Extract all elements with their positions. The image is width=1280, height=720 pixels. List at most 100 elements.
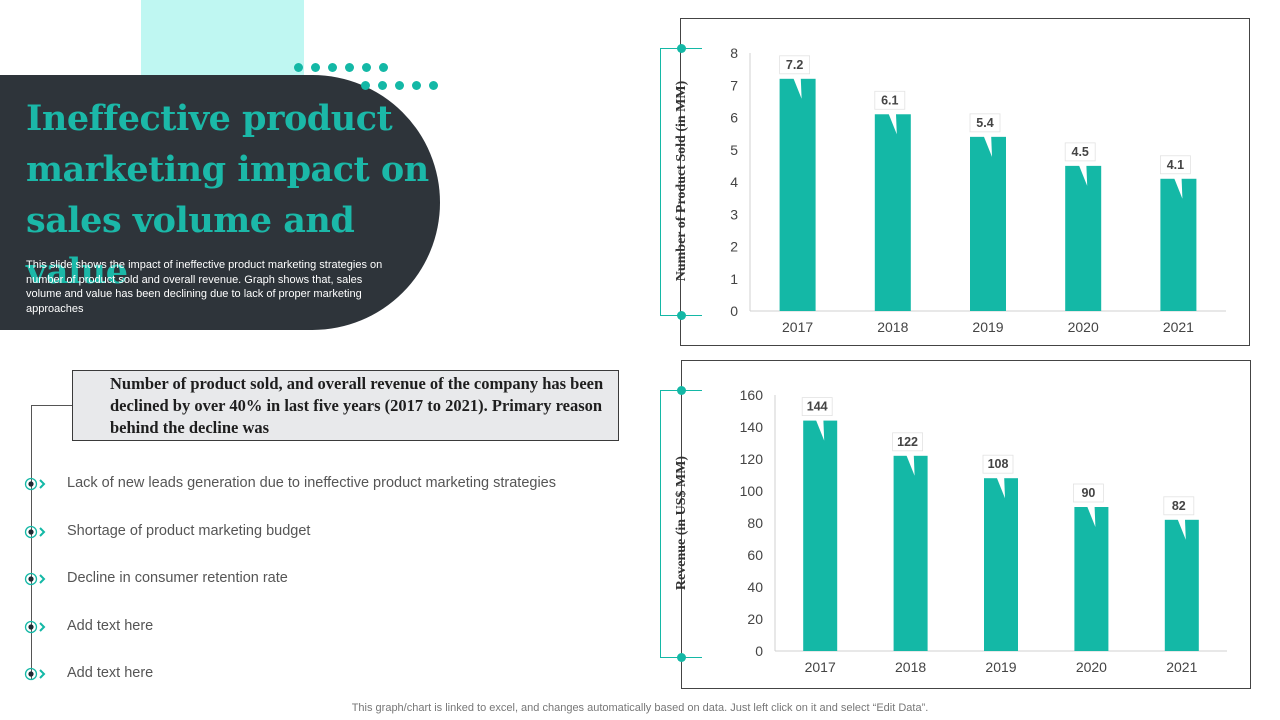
bar-2017 (803, 420, 838, 651)
bullet-arrow-icon (24, 667, 46, 681)
bar-2017 (779, 78, 816, 311)
list-item-label: Add text here (67, 665, 154, 681)
data-label: 108 (988, 457, 1009, 471)
x-tick-label: 2018 (877, 319, 908, 335)
y-tick-label: 160 (740, 387, 764, 403)
y-tick-label: 0 (755, 643, 763, 659)
y-tick-label: 0 (730, 303, 738, 319)
list-item-label: Lack of new leads generation due to inef… (67, 475, 556, 491)
data-label-box (779, 55, 810, 75)
data-label-box (1072, 483, 1104, 503)
connector-line-vertical (31, 405, 32, 680)
decorative-dot (379, 63, 388, 72)
bar-2019 (970, 136, 1006, 311)
list-item: Decline in consumer retention rate (24, 568, 624, 590)
y-tick-label: 4 (730, 174, 738, 190)
y-tick-label: 1 (730, 271, 738, 287)
x-tick-label: 2017 (805, 659, 836, 675)
decorative-dot (362, 63, 371, 72)
data-label-box (801, 397, 833, 416)
summary-callout: Number of product sold, and overall reve… (72, 370, 619, 441)
x-tick-label: 2020 (1076, 659, 1107, 675)
data-label: 4.5 (1072, 145, 1089, 159)
bar-2021 (1164, 519, 1199, 651)
chart-products-sold: 0 1 2 3 4 5 6 7 8 2017 7.2 2018 6.1 2019 5.4 2020 4.5 202… (680, 18, 1250, 346)
decorative-dot (429, 81, 438, 90)
chart-products-sold-svg: 0 1 2 3 4 5 6 7 8 2017 7.2 2018 6.1 2019 5.4 2020 4.5 202… (730, 45, 1226, 335)
list-item: Shortage of product marketing budget (24, 521, 624, 543)
bullet-arrow-icon (24, 572, 46, 586)
list-item-label: Decline in consumer retention rate (67, 570, 288, 586)
decorative-dot (328, 63, 337, 72)
data-label: 122 (897, 435, 918, 449)
frame-cap-dot (677, 653, 686, 662)
list-item: Lack of new leads generation due to inef… (24, 473, 624, 495)
y-axis-frame (660, 386, 702, 662)
x-tick-label: 2019 (985, 659, 1016, 675)
frame-cap-dot (677, 386, 686, 395)
chart-revenue: 0 20 40 60 80 100 120 140 160 2017 144 2018 122 2019 1… (681, 360, 1251, 689)
decorative-teal-block (141, 0, 304, 80)
list-item-label: Shortage of product marketing budget (67, 523, 311, 539)
y-tick-label: 3 (730, 206, 738, 222)
list-item: Add text here (24, 616, 624, 638)
data-label-box (969, 113, 1001, 133)
data-label-box (1159, 155, 1191, 175)
data-label: 5.4 (976, 116, 993, 130)
page-subtitle: This slide shows the impact of ineffecti… (26, 259, 383, 315)
frame-cap-dot (677, 44, 686, 53)
footer-note: This graph/chart is linked to excel, and… (351, 702, 929, 714)
decorative-dot (311, 63, 320, 72)
y-tick-label: 6 (730, 110, 738, 126)
data-label: 6.1 (881, 93, 898, 107)
y-axis-title: Revenue (in US$ MM) (674, 455, 689, 591)
data-label: 144 (807, 400, 828, 414)
data-label-box (892, 432, 924, 452)
decorative-dot (412, 81, 421, 90)
data-label-pointer (1077, 160, 1088, 186)
data-label-pointer (1175, 514, 1186, 540)
data-label-pointer (1172, 173, 1183, 199)
bullet-arrow-icon (24, 525, 46, 539)
y-tick-label: 8 (730, 45, 738, 61)
y-axis-frame (660, 44, 702, 320)
data-label-pointer (886, 109, 897, 135)
list-item-label: Add text here (67, 618, 154, 634)
y-tick-label: 60 (747, 547, 763, 563)
title-panel (0, 75, 440, 330)
data-label-pointer (1085, 502, 1096, 527)
bar-2021 (1160, 178, 1197, 311)
x-tick-label: 2018 (895, 659, 926, 675)
data-label: 90 (1081, 486, 1095, 500)
decorative-dot (345, 63, 354, 72)
page-title: Ineffective product marketing impact on … (26, 98, 429, 292)
data-label-pointer (995, 473, 1005, 499)
frame-cap-dot (677, 311, 686, 320)
bullet-arrow-icon (24, 620, 46, 634)
bar-2018 (893, 455, 928, 651)
chart-revenue-svg: 0 20 40 60 80 100 120 140 160 2017 144 2018 122 2019 1… (740, 387, 1227, 675)
y-tick-label: 5 (730, 142, 738, 158)
x-tick-label: 2021 (1163, 319, 1194, 335)
y-tick-label: 120 (740, 451, 764, 467)
y-axis-title: Number of Product Sold (in MM) (674, 80, 689, 282)
y-tick-label: 2 (730, 239, 738, 255)
x-tick-label: 2020 (1068, 319, 1099, 335)
data-label-box (1163, 496, 1195, 516)
bullet-arrow-icon (24, 477, 46, 491)
data-label: 4.1 (1167, 158, 1184, 172)
decorative-dot (294, 63, 303, 72)
y-tick-label: 100 (740, 483, 764, 499)
bar-2018 (874, 114, 911, 312)
data-label-pointer (982, 131, 992, 157)
y-tick-label: 20 (747, 611, 763, 627)
data-label: 7.2 (786, 58, 803, 72)
decorative-dot (395, 81, 404, 90)
data-label: 82 (1172, 499, 1186, 513)
bar-2020 (1074, 507, 1109, 651)
x-tick-label: 2017 (782, 319, 813, 335)
data-label-box (874, 90, 906, 110)
x-tick-label: 2021 (1166, 659, 1197, 675)
decorative-dot (361, 81, 370, 90)
data-label-pointer (904, 450, 915, 476)
